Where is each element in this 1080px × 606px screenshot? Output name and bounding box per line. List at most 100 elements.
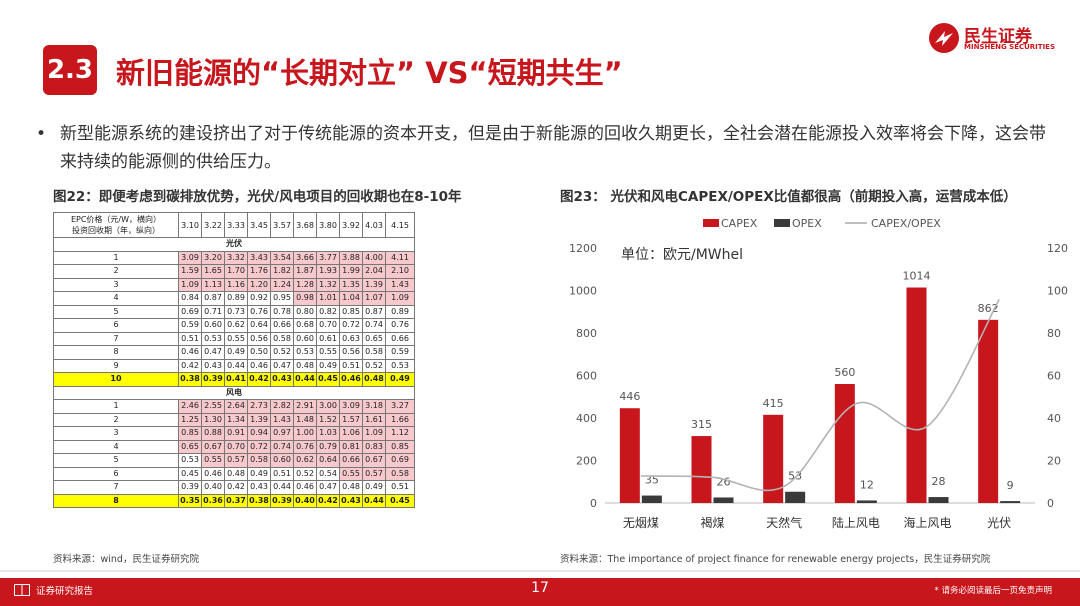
table-cell: 0.51 [270, 466, 294, 481]
table-cell: 2.91 [293, 399, 317, 414]
page-title: 新旧能源的“长期对立” VS“短期共生” [116, 56, 623, 90]
table-cell: 0.47 [201, 345, 225, 360]
table-cell: 0.70 [224, 439, 248, 454]
table-cell: 1.00 [293, 426, 317, 441]
table-cell: 0.38 [178, 372, 202, 387]
table-cell: 0.76 [247, 304, 271, 319]
table-cell: 0.49 [316, 358, 340, 373]
table-cell: 1.43 [270, 412, 294, 427]
table-cell: 1.25 [178, 412, 202, 427]
table-cell: 0.44 [270, 480, 294, 495]
capex-opex-chart: CAPEX OPEX CAPEX/OPEX 单位：欧元/MWhel 020040… [569, 217, 1068, 530]
opex-bar [1000, 501, 1021, 503]
table-cell: 0.66 [270, 318, 294, 333]
payback-year-cell: 1 [53, 250, 179, 265]
table-cell: 0.73 [224, 304, 248, 319]
epc-price-header: 3.22 [201, 212, 225, 238]
table-cell: 0.76 [385, 318, 415, 333]
opex-bar [641, 495, 662, 503]
table-cell: 0.53 [385, 358, 415, 373]
table-cell: 0.65 [178, 439, 202, 454]
epc-price-header: 4.15 [385, 212, 415, 238]
right-tick-label: 0 [1047, 497, 1054, 510]
epc-price-header: 3.10 [178, 212, 202, 238]
table-cell: 1.03 [316, 426, 340, 441]
table-cell: 0.49 [362, 480, 386, 495]
category-label: 光伏 [987, 516, 1011, 530]
table-cell: 0.62 [293, 453, 317, 468]
table-cell: 1.06 [339, 426, 363, 441]
table-cell: 0.56 [339, 345, 363, 360]
right-axis-ticks: 0 20 40 60 80 100 120 [1047, 242, 1068, 510]
table-cell: 0.58 [247, 453, 271, 468]
page-number: 17 [531, 580, 549, 596]
legend-opex-swatch [774, 219, 790, 227]
table-cell: 1.35 [339, 277, 363, 292]
table-cell: 0.48 [224, 466, 248, 481]
table-header-row: EPC价格（元/W，横向） 投资回收期（年，纵向） 3.10 3.22 3.33 3.… [53, 212, 415, 238]
table-row: 3 1.09 1.13 1.16 1.20 1.24 1.28 1.32 1.35 1.39 1.4… [53, 277, 415, 292]
category-label: 褐煤 [700, 515, 724, 530]
table-cell: 1.43 [385, 277, 415, 292]
table-cell: 1.20 [247, 277, 271, 292]
capex-bar [978, 319, 999, 503]
capex-bar [834, 384, 855, 503]
left-tick-label: 1200 [569, 242, 597, 255]
table-cell: 0.45 [316, 372, 340, 387]
category-label: 陆上风电 [832, 515, 880, 530]
table-cell: 0.61 [316, 331, 340, 346]
left-tick-label: 200 [576, 455, 597, 468]
logo-chinese-name: 民生证券 [964, 27, 1032, 47]
table-cell: 3.20 [201, 250, 225, 265]
table-cell: 0.46 [339, 372, 363, 387]
table-row: 10 0.38 0.39 0.41 0.42 0.43 0.44 0.45 0.46 0.48 0.… [53, 372, 415, 387]
table-cell: 1.52 [316, 412, 340, 427]
figure22-source: 资料来源：wind，民生证券研究院 [53, 554, 199, 565]
table-cell: 1.82 [270, 264, 294, 279]
table-cell: 1.48 [293, 412, 317, 427]
table-row: 3 0.85 0.88 0.91 0.94 0.97 1.00 1.03 1.06 1.09 1.1… [53, 426, 415, 441]
table-cell: 2.64 [224, 399, 248, 414]
table-cell: 0.49 [385, 372, 415, 387]
payback-year-cell: 6 [53, 318, 179, 333]
payback-year-cell: 4 [53, 291, 179, 306]
table-cell: 3.32 [224, 250, 248, 265]
table-cell: 3.09 [178, 250, 202, 265]
table-cell: 0.66 [385, 331, 415, 346]
table-cell: 0.41 [224, 372, 248, 387]
table-row: 4 0.65 0.67 0.70 0.72 0.74 0.76 0.79 0.81 0.83 0.8… [53, 439, 415, 454]
epc-price-header: 3.80 [316, 212, 340, 238]
table-cell: 0.60 [270, 453, 294, 468]
table-cell: 0.98 [293, 291, 317, 306]
table-cell: 0.79 [316, 439, 340, 454]
table-cell: 1.09 [362, 426, 386, 441]
figure23-source: 资料来源：The importance of project finance f… [560, 554, 991, 565]
payback-year-cell: 2 [53, 412, 179, 427]
table-cell: 0.45 [385, 493, 415, 508]
table-cell: 1.30 [201, 412, 225, 427]
table-cell: 0.46 [178, 345, 202, 360]
table-cell: 2.82 [270, 399, 294, 414]
legend-capex-swatch [703, 219, 719, 227]
table-cell: 1.04 [339, 291, 363, 306]
table-row: 5 0.69 0.71 0.73 0.76 0.78 0.80 0.82 0.85 0.87 0.8… [53, 304, 415, 319]
table-cell: 0.60 [201, 318, 225, 333]
table-section-label: 风电 [53, 385, 415, 400]
bullet-text: 新型能源系统的建设挤出了对于传统能源的资本开支，但是由于新能源的回收久期更长，全… [60, 124, 1046, 172]
company-logo: 民生证券 MINSHENG SECURITIES [928, 22, 1055, 56]
right-tick-label: 60 [1047, 370, 1061, 383]
table-cell: 0.97 [270, 426, 294, 441]
epc-price-header: 3.33 [224, 212, 248, 238]
legend-opex-label: OPEX [792, 217, 822, 230]
table-cell: 0.74 [362, 318, 386, 333]
table-cell: 1.09 [178, 277, 202, 292]
logo-english-name: MINSHENG SECURITIES [964, 43, 1055, 51]
table-cell: 1.93 [316, 264, 340, 279]
table-cell: 0.78 [270, 304, 294, 319]
table-cell: 1.07 [362, 291, 386, 306]
table-cell: 1.24 [270, 277, 294, 292]
table-cell: 0.43 [247, 480, 271, 495]
footer-report-text: 证券研究报告 [36, 586, 94, 597]
right-tick-label: 20 [1047, 455, 1061, 468]
table-cell: 0.48 [339, 480, 363, 495]
